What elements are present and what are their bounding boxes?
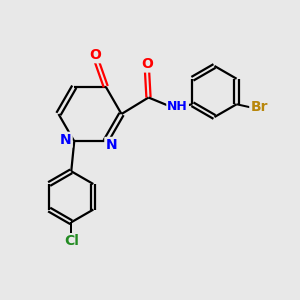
Text: Br: Br xyxy=(250,100,268,114)
Text: O: O xyxy=(141,58,153,71)
Text: NH: NH xyxy=(167,100,188,113)
Text: O: O xyxy=(89,48,101,62)
Text: N: N xyxy=(60,133,72,147)
Text: Cl: Cl xyxy=(64,234,79,248)
Text: N: N xyxy=(105,138,117,152)
